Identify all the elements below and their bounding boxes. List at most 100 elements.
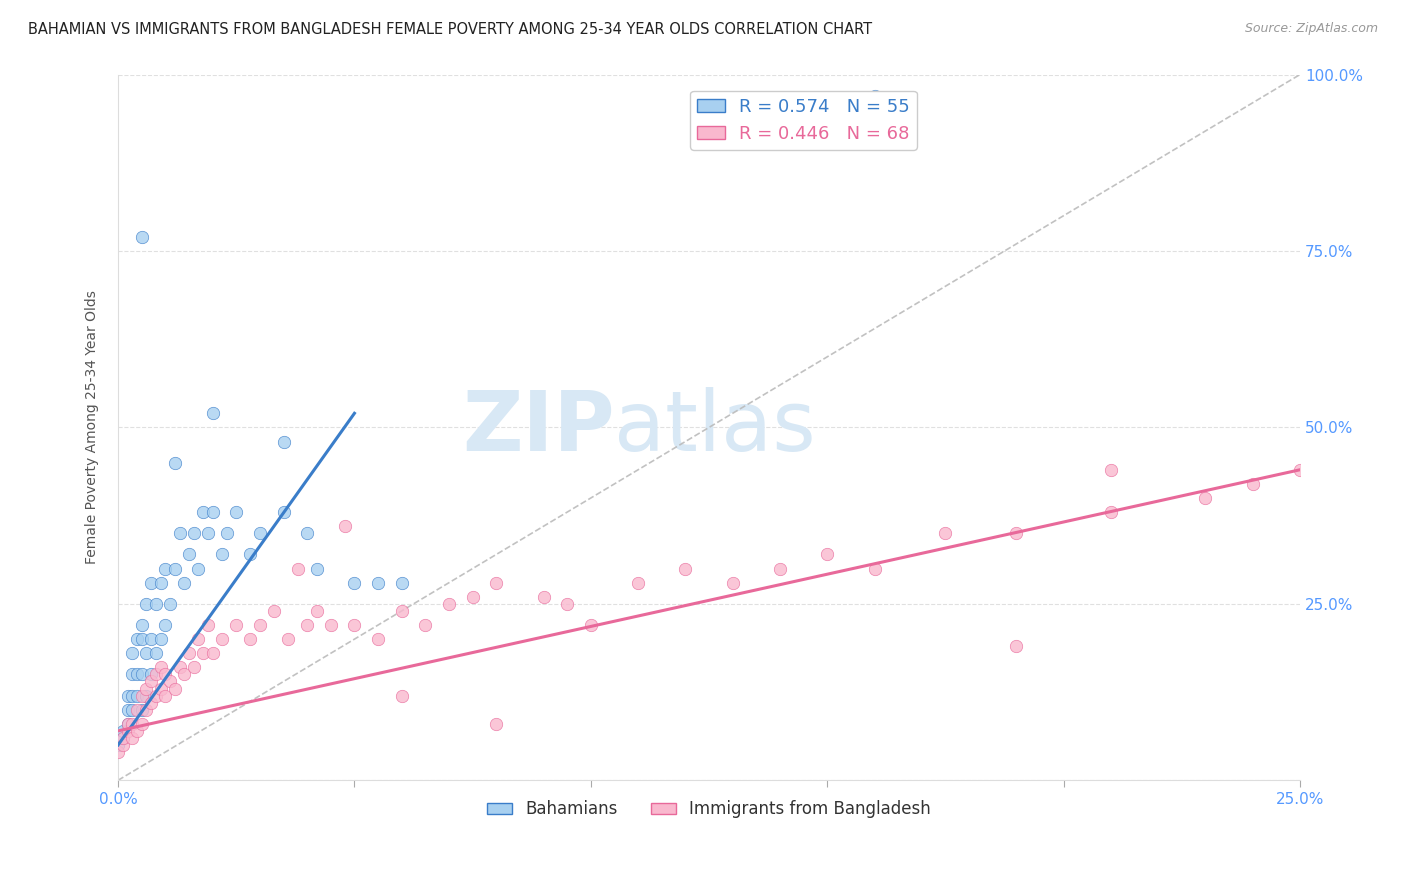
Point — [485, 716, 508, 731]
Point — [131, 230, 153, 244]
Point — [225, 618, 247, 632]
Point — [201, 646, 224, 660]
Point — [145, 689, 167, 703]
Point — [111, 738, 134, 752]
Point — [155, 667, 177, 681]
Point — [239, 548, 262, 562]
Point — [367, 575, 389, 590]
Point — [1289, 463, 1312, 477]
Point — [343, 575, 366, 590]
Point — [145, 667, 167, 681]
Point — [135, 703, 157, 717]
Point — [117, 716, 139, 731]
Point — [295, 526, 318, 541]
Point — [125, 703, 148, 717]
Point — [461, 590, 484, 604]
Point — [863, 561, 886, 575]
Point — [131, 618, 153, 632]
Point — [367, 632, 389, 647]
Point — [155, 561, 177, 575]
Point — [215, 526, 238, 541]
Point — [415, 618, 437, 632]
Point — [769, 561, 792, 575]
Point — [191, 646, 214, 660]
Point — [121, 716, 143, 731]
Point — [183, 660, 205, 674]
Point — [263, 604, 285, 618]
Point — [239, 632, 262, 647]
Point — [183, 526, 205, 541]
Point — [1099, 463, 1122, 477]
Point — [197, 618, 219, 632]
Point — [131, 632, 153, 647]
Point — [131, 716, 153, 731]
Point — [273, 505, 295, 519]
Point — [155, 689, 177, 703]
Point — [211, 632, 233, 647]
Point — [149, 575, 172, 590]
Point — [155, 618, 177, 632]
Point — [721, 575, 744, 590]
Point — [295, 618, 318, 632]
Point — [141, 696, 163, 710]
Point — [533, 590, 555, 604]
Point — [117, 716, 139, 731]
Point — [135, 646, 157, 660]
Point — [815, 548, 838, 562]
Point — [121, 667, 143, 681]
Point — [485, 575, 508, 590]
Point — [201, 406, 224, 420]
Point — [125, 632, 148, 647]
Text: ZIP: ZIP — [463, 387, 614, 468]
Point — [273, 434, 295, 449]
Point — [159, 597, 181, 611]
Point — [163, 456, 186, 470]
Point — [437, 597, 460, 611]
Point — [141, 667, 163, 681]
Point — [177, 646, 200, 660]
Point — [391, 689, 413, 703]
Point — [117, 703, 139, 717]
Point — [107, 738, 129, 752]
Point — [169, 660, 191, 674]
Point — [1194, 491, 1216, 505]
Point — [125, 689, 148, 703]
Point — [1241, 476, 1264, 491]
Legend: Bahamians, Immigrants from Bangladesh: Bahamians, Immigrants from Bangladesh — [481, 794, 938, 825]
Point — [191, 505, 214, 519]
Point — [305, 604, 328, 618]
Point — [555, 597, 578, 611]
Point — [145, 646, 167, 660]
Point — [125, 723, 148, 738]
Point — [117, 689, 139, 703]
Point — [141, 575, 163, 590]
Point — [121, 689, 143, 703]
Point — [111, 731, 134, 745]
Point — [149, 660, 172, 674]
Point — [197, 526, 219, 541]
Point — [173, 575, 195, 590]
Point — [187, 561, 209, 575]
Point — [673, 561, 696, 575]
Point — [1005, 639, 1028, 653]
Point — [107, 745, 129, 759]
Point — [135, 689, 157, 703]
Point — [149, 681, 172, 696]
Point — [169, 526, 191, 541]
Point — [173, 667, 195, 681]
Point — [163, 681, 186, 696]
Text: Source: ZipAtlas.com: Source: ZipAtlas.com — [1244, 22, 1378, 36]
Point — [117, 723, 139, 738]
Point — [201, 505, 224, 519]
Point — [343, 618, 366, 632]
Point — [319, 618, 342, 632]
Point — [111, 731, 134, 745]
Point — [121, 646, 143, 660]
Point — [177, 548, 200, 562]
Point — [333, 519, 356, 533]
Point — [305, 561, 328, 575]
Text: atlas: atlas — [614, 387, 817, 468]
Point — [627, 575, 650, 590]
Point — [121, 703, 143, 717]
Point — [111, 723, 134, 738]
